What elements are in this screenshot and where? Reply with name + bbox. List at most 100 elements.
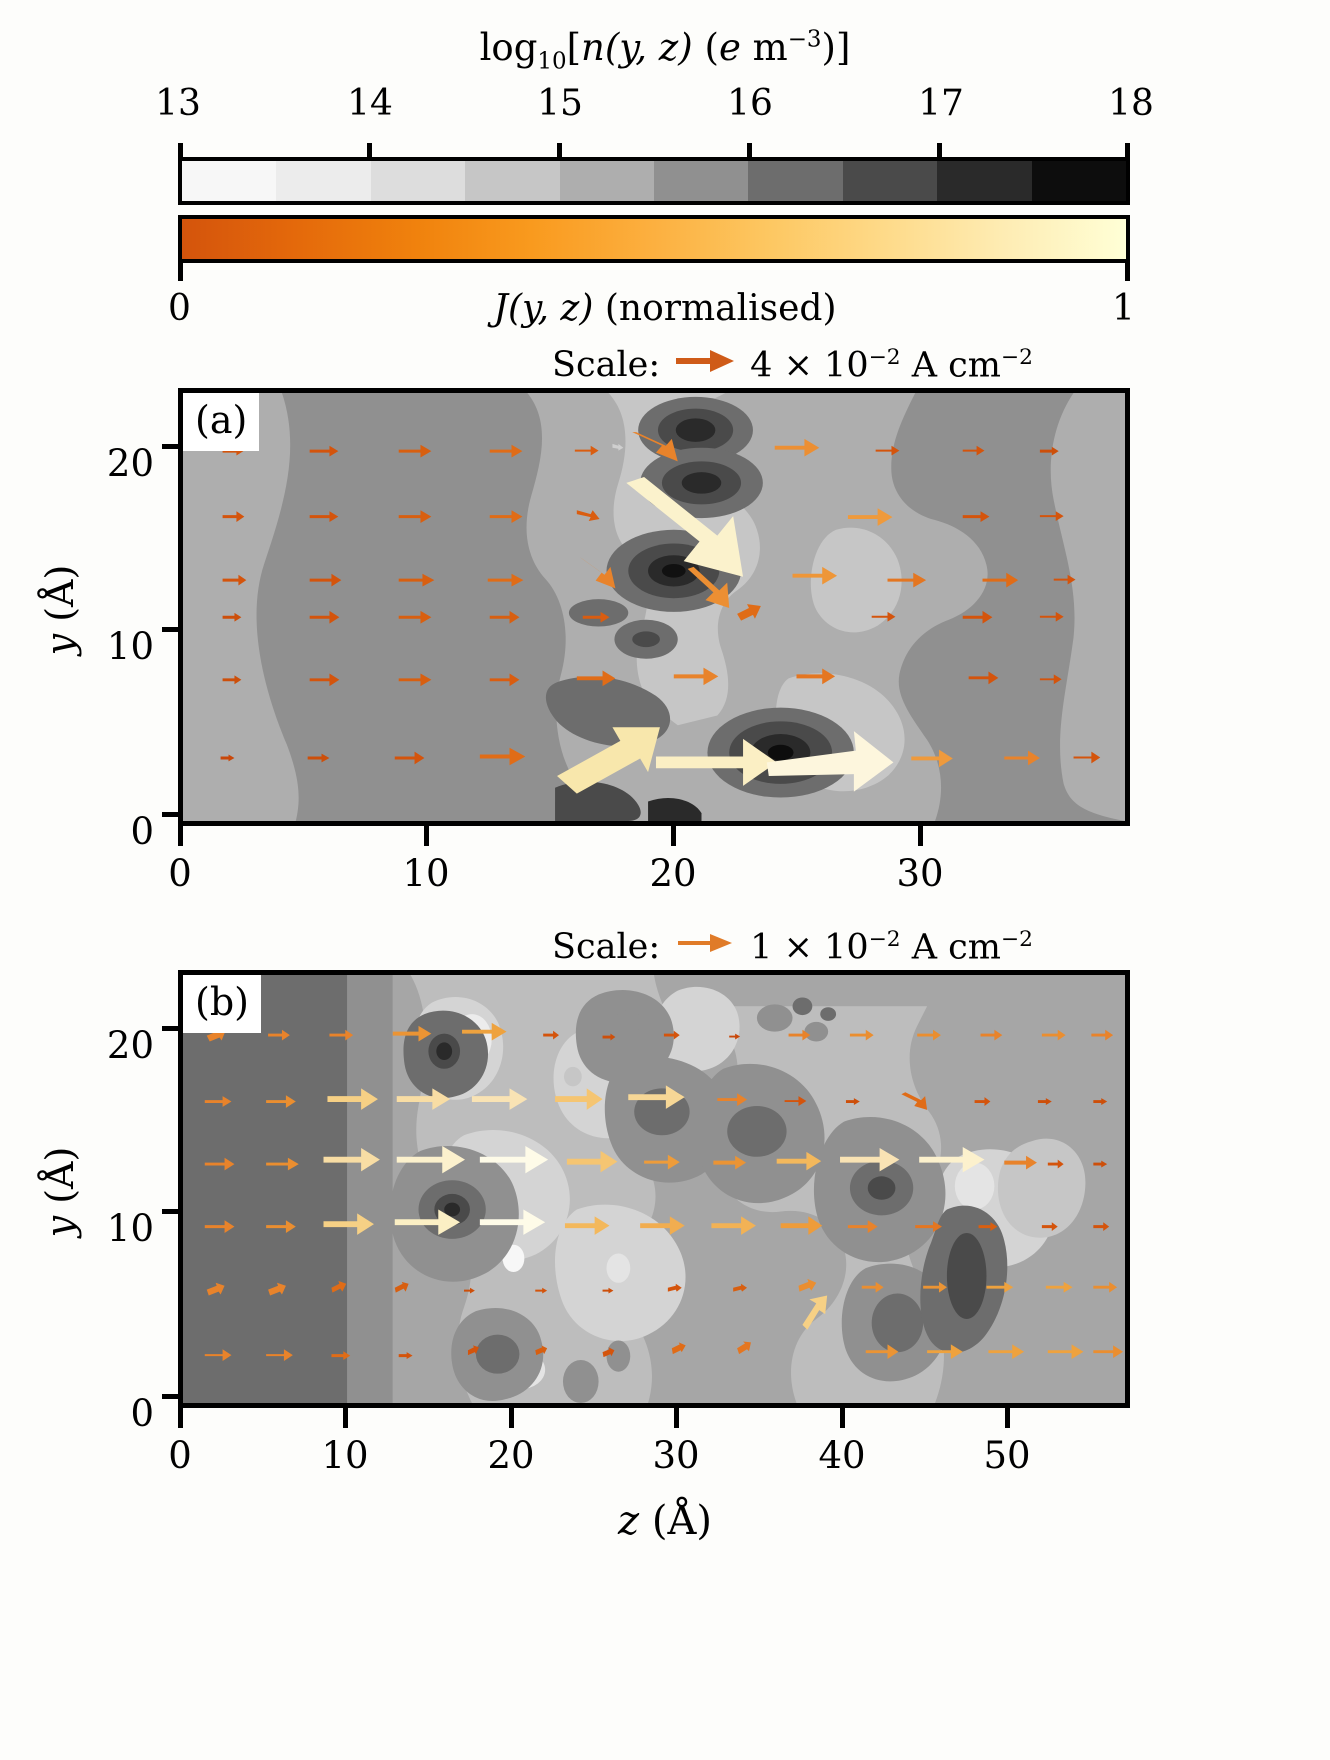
cbar-title-log-sub: 10 xyxy=(537,48,567,75)
panel-b-scale-unit: A cm xyxy=(900,927,1001,968)
panel-a-xtick-20 xyxy=(671,826,676,846)
panel-a-scale-base: 10 xyxy=(824,345,869,386)
density-cbar-ticklabel-14: 14 xyxy=(347,83,393,124)
panel-b-scale-base: 10 xyxy=(824,927,869,968)
panel-b-xtick-30 xyxy=(674,1408,679,1428)
current-title-args: (y, z) xyxy=(507,288,594,329)
xaxis-label-sym: z xyxy=(618,1498,640,1544)
panel-a-yaxis-label: y (Å) xyxy=(38,520,82,700)
panel-a-yaxis-label-sym: y xyxy=(38,633,82,656)
current-title-J: J xyxy=(493,288,508,329)
panel-b-canvas xyxy=(183,975,1125,1403)
panel-a-scale-unit: A cm xyxy=(900,345,1001,386)
panel-a-scale-arrow-icon xyxy=(674,345,736,385)
panel-b-xticklabel-0: 0 xyxy=(168,1434,192,1477)
density-colorbar-segment xyxy=(276,161,371,201)
current-colorbar-max-label: 1 xyxy=(1112,288,1135,329)
cbar-title-m: m xyxy=(740,26,788,69)
cbar-title-e: e xyxy=(718,26,741,69)
panel-b-scale-arrow-icon xyxy=(674,927,736,967)
density-colorbar-segment xyxy=(842,161,938,201)
panel-b-xticklabel-20: 20 xyxy=(487,1434,535,1477)
panel-a-xticklabel-20: 20 xyxy=(649,852,697,895)
current-colorbar-ticks xyxy=(178,263,1130,281)
panel-a-arrow-field xyxy=(220,432,1101,794)
current-title-rest: (normalised) xyxy=(593,288,837,329)
density-colorbar-segment xyxy=(654,161,749,201)
cbar-title-n: n xyxy=(581,26,605,69)
panel-b-scale-unit-exp: −2 xyxy=(1000,926,1033,952)
panel-b-yaxis-label: y (Å) xyxy=(38,1102,82,1282)
panel-a-ytick-20 xyxy=(162,444,178,449)
xaxis-label-unit: (Å) xyxy=(639,1498,712,1544)
density-cbar-ticklabel-15: 15 xyxy=(537,83,583,124)
current-colorbar-min-label: 0 xyxy=(168,288,191,329)
panel-b-scale-coeff: 1 xyxy=(750,927,773,968)
cbar-title-unit-open: ( xyxy=(692,26,719,69)
density-colorbar-segment xyxy=(559,161,655,201)
panel-a-yticklabel-20: 20 xyxy=(106,442,154,485)
panel-b-yticklabel-0: 0 xyxy=(130,1392,154,1435)
panel-b-yticklabel-20: 20 xyxy=(106,1024,154,1067)
panel-a-xtick-10 xyxy=(424,826,429,846)
panel-b-xtick-0 xyxy=(178,1408,183,1428)
current-colorbar[interactable] xyxy=(178,215,1130,263)
panel-b-xticklabel-50: 50 xyxy=(983,1434,1031,1477)
panel-a-canvas xyxy=(183,393,1125,821)
density-colorbar-segment xyxy=(937,161,1032,201)
cbar-title-log: log xyxy=(479,26,538,69)
density-cbar-ticklabel-13: 13 xyxy=(155,83,201,124)
density-colorbar[interactable] xyxy=(178,157,1130,205)
panel-b-scale-exp: −2 xyxy=(868,926,901,952)
panel-a-scale-annotation: Scale: 4 × 10−2 A cm−2 xyxy=(552,344,1033,386)
panel-a-ytick-0 xyxy=(162,812,178,817)
panel-b-xtick-50 xyxy=(1005,1408,1010,1428)
cbar-title-open: [ xyxy=(566,26,582,69)
panel-b-scale-value: 1 × 10−2 A cm−2 xyxy=(750,927,1033,968)
panel-a-scale-times: × xyxy=(783,345,813,386)
density-cbar-ticklabel-18: 18 xyxy=(1108,83,1154,124)
cbar-title-m-exp: −3 xyxy=(787,26,822,53)
panel-a-xticklabel-10: 10 xyxy=(402,852,450,895)
density-colorbar-title: log10[n(y, z) (e m−3)] xyxy=(0,26,1330,74)
current-colorbar-title: J(y, z) (normalised) xyxy=(0,288,1330,329)
panel-a-xtick-0 xyxy=(178,826,183,846)
panel-b-scale-prefix: Scale: xyxy=(552,927,661,967)
panel-b-xticklabel-10: 10 xyxy=(321,1434,369,1477)
density-colorbar-ticks xyxy=(178,143,1130,159)
panel-b-ytick-0 xyxy=(162,1394,178,1399)
cbar-title-args: (y, z) xyxy=(604,26,693,69)
density-colorbar-segment xyxy=(370,161,466,201)
cbar-title-close: ] xyxy=(835,26,851,69)
panel-a-plot-area[interactable]: (a) xyxy=(178,388,1130,826)
current-colorbar-label-row: 0 1 J(y, z) (normalised) xyxy=(0,288,1330,334)
xaxis-label: z (Å) xyxy=(0,1498,1330,1544)
density-colorbar-segment xyxy=(465,161,560,201)
panel-a-scale-value: 4 × 10−2 A cm−2 xyxy=(750,345,1033,386)
panel-b-xticklabel-30: 30 xyxy=(652,1434,700,1477)
panel-a-scale-coeff: 4 xyxy=(750,345,773,386)
density-cbar-ticklabel-16: 16 xyxy=(727,83,773,124)
panel-a-ytick-10 xyxy=(162,627,178,632)
panel-b-ytick-20 xyxy=(162,1026,178,1031)
panel-b-xtick-10 xyxy=(343,1408,348,1428)
panel-a-scale-prefix: Scale: xyxy=(552,345,661,385)
panel-a-scale-unit-exp: −2 xyxy=(1000,344,1033,370)
panel-b-plot-area[interactable]: (b) xyxy=(178,970,1130,1408)
panel-a-xtick-30 xyxy=(918,826,923,846)
panel-b-scale-annotation: Scale: 1 × 10−2 A cm−2 xyxy=(552,926,1033,968)
panel-a-yticklabel-10: 10 xyxy=(106,625,154,668)
panel-a-yaxis-label-unit: (Å) xyxy=(38,564,82,634)
panel-b-xtick-40 xyxy=(840,1408,845,1428)
panel-a-xticklabel-0: 0 xyxy=(168,852,192,895)
panel-a-scale-exp: −2 xyxy=(868,344,901,370)
panel-b-xticklabel-40: 40 xyxy=(818,1434,866,1477)
density-colorbar-segment xyxy=(1031,161,1127,201)
density-cbar-ticklabel-17: 17 xyxy=(918,83,964,124)
panel-b-arrow-field xyxy=(204,1022,1124,1361)
panel-b-tag: (b) xyxy=(183,975,261,1033)
panel-b-xtick-20 xyxy=(509,1408,514,1428)
panel-a-xticklabel-30: 30 xyxy=(896,852,944,895)
panel-b-yaxis-label-sym: y xyxy=(38,1215,82,1238)
density-colorbar-segment xyxy=(182,161,277,201)
